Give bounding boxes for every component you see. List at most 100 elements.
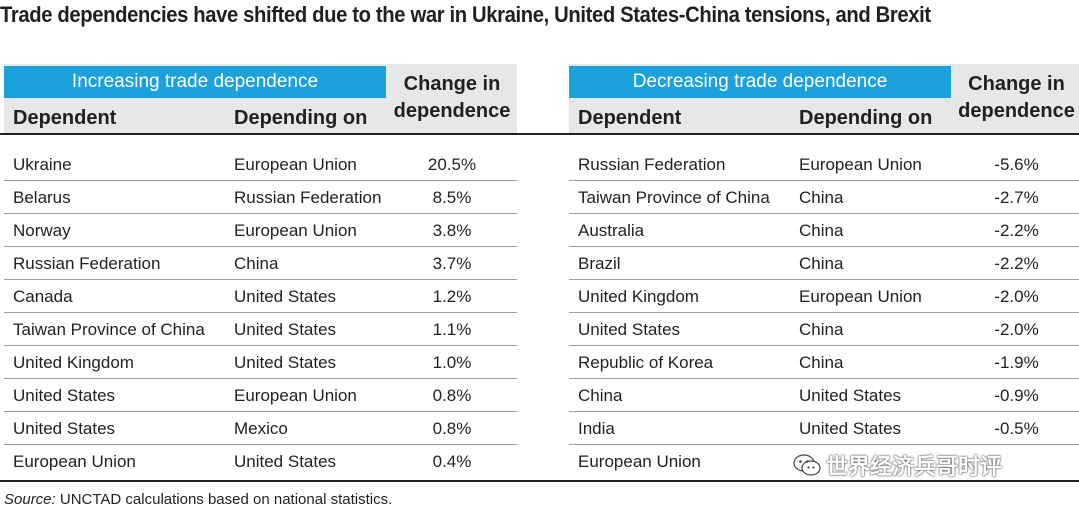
change-cell: -1.9%	[994, 353, 1039, 372]
change-cell: -2.0%	[994, 287, 1039, 306]
depending-on-cell: China	[799, 254, 844, 273]
dependent-cell: Russian Federation	[13, 254, 161, 273]
depending-on-cell: United States	[799, 419, 902, 438]
dependent-cell: Ukraine	[13, 155, 72, 174]
depending-on-cell: United States	[234, 320, 337, 339]
change-cell: -5.6%	[994, 155, 1039, 174]
left-col-change-line2: dependence	[393, 100, 511, 122]
dependent-cell: European Union	[578, 452, 701, 471]
table-row: Brazil China -2.2%	[569, 247, 1079, 280]
table-row: India United States -0.5%	[569, 412, 1079, 445]
dependent-cell: Brazil	[578, 254, 621, 273]
depending-on-cell: China	[799, 320, 844, 339]
table-row: Russian Federation China 3.7%	[4, 247, 517, 280]
table-row: Taiwan Province of China China -2.7%	[569, 181, 1079, 214]
depending-on-cell: Mexico	[234, 419, 288, 438]
table-row: Australia China -2.2%	[569, 214, 1079, 247]
header-divider	[0, 133, 1079, 135]
table-row: European Union United States 0.4%	[4, 445, 517, 478]
source-label: Source:	[4, 491, 56, 508]
left-group-label: Increasing trade dependence	[4, 66, 386, 98]
left-col-change-line1: Change in	[403, 73, 501, 95]
change-cell: 1.0%	[432, 353, 472, 372]
depending-on-cell: United States	[234, 287, 337, 306]
depending-on-cell: United States	[234, 452, 337, 471]
dependent-cell: Russian Federation	[578, 155, 726, 174]
source-text: UNCTAD calculations based on national st…	[55, 491, 393, 508]
depending-on-cell: European Union	[234, 221, 357, 240]
left-col-change: Change in dependence	[388, 71, 516, 131]
dependent-cell: China	[578, 386, 623, 405]
left-table-body: Ukraine European Union 20.5% Belarus Russia…	[4, 148, 517, 478]
page-title: Trade dependencies have shifted due to t…	[0, 2, 931, 27]
dependent-cell: European Union	[13, 452, 136, 471]
dependent-cell: United States	[13, 386, 116, 405]
change-cell: -2.0%	[994, 320, 1039, 339]
left-col-depending-on: Depending on	[234, 107, 368, 129]
depending-on-cell: China	[799, 188, 844, 207]
right-col-dependent: Dependent	[578, 107, 682, 129]
right-col-change-line2: dependence	[958, 100, 1075, 122]
dependent-cell: Australia	[578, 221, 645, 240]
change-cell: -0.5%	[994, 419, 1039, 438]
table-row: China United States -0.9%	[569, 379, 1079, 412]
change-cell: 20.5%	[427, 155, 477, 174]
right-col-depending-on: Depending on	[799, 107, 933, 129]
table-row: Norway European Union 3.8%	[4, 214, 517, 247]
dependent-cell: United Kingdom	[13, 353, 134, 372]
dependent-cell: United States	[578, 320, 681, 339]
dependent-cell: Taiwan Province of China	[13, 320, 205, 339]
right-col-change-line1: Change in	[968, 73, 1065, 95]
dependent-cell: United Kingdom	[578, 287, 699, 306]
right-table-body: Russian Federation European Union -5.6% Ta…	[569, 148, 1079, 478]
change-cell: 0.8%	[432, 386, 472, 405]
depending-on-cell: United States	[234, 353, 337, 372]
table-row: United States Mexico 0.8%	[4, 412, 517, 445]
right-col-change: Change in dependence	[954, 71, 1079, 131]
change-cell: 1.2%	[432, 287, 472, 306]
depending-on-cell: China	[234, 254, 279, 273]
table-row: United Kingdom European Union -2.0%	[569, 280, 1079, 313]
left-col-dependent: Dependent	[13, 107, 117, 129]
table-row: Taiwan Province of China United States 1.1…	[4, 313, 517, 346]
depending-on-cell: European Union	[799, 287, 922, 306]
dependent-cell: Republic of Korea	[578, 353, 714, 372]
change-cell: 0.4%	[432, 452, 472, 471]
dependent-cell: India	[578, 419, 615, 438]
table-row: European Union	[569, 445, 1079, 478]
depending-on-cell: Russian Federation	[234, 188, 382, 207]
dependent-cell: Belarus	[13, 188, 71, 207]
depending-on-cell: European Union	[799, 155, 922, 174]
depending-on-cell: China	[799, 353, 844, 372]
table-row: Republic of Korea China -1.9%	[569, 346, 1079, 379]
table-row: Belarus Russian Federation 8.5%	[4, 181, 517, 214]
right-group-label: Decreasing trade dependence	[569, 66, 951, 98]
depending-on-cell: European Union	[234, 386, 357, 405]
change-cell: 0.8%	[432, 419, 472, 438]
source-note: Source: UNCTAD calculations based on nat…	[4, 491, 392, 508]
table-row: United States China -2.0%	[569, 313, 1079, 346]
change-cell: -2.2%	[994, 254, 1039, 273]
dependent-cell: Canada	[13, 287, 73, 306]
change-cell: 8.5%	[432, 188, 472, 207]
depending-on-cell: China	[799, 221, 844, 240]
depending-on-cell: European Union	[234, 155, 357, 174]
dependent-cell: United States	[13, 419, 116, 438]
wechat-icon	[793, 454, 821, 476]
table-row: Ukraine European Union 20.5%	[4, 148, 517, 181]
table-row: United Kingdom United States 1.0%	[4, 346, 517, 379]
change-cell: -2.7%	[994, 188, 1039, 207]
change-cell: 1.1%	[432, 320, 472, 339]
dependent-cell: Norway	[13, 221, 71, 240]
dependent-cell: Taiwan Province of China	[578, 188, 770, 207]
change-cell: -0.9%	[994, 386, 1039, 405]
change-cell: 3.8%	[432, 221, 472, 240]
change-cell: 3.7%	[432, 254, 472, 273]
depending-on-cell: United States	[799, 386, 902, 405]
table-row: Canada United States 1.2%	[4, 280, 517, 313]
footer-divider	[0, 480, 1079, 482]
change-cell: -2.2%	[994, 221, 1039, 240]
table-row: Russian Federation European Union -5.6%	[569, 148, 1079, 181]
watermark-text: 世界经济兵哥时评	[826, 454, 1003, 479]
table-row: United States European Union 0.8%	[4, 379, 517, 412]
